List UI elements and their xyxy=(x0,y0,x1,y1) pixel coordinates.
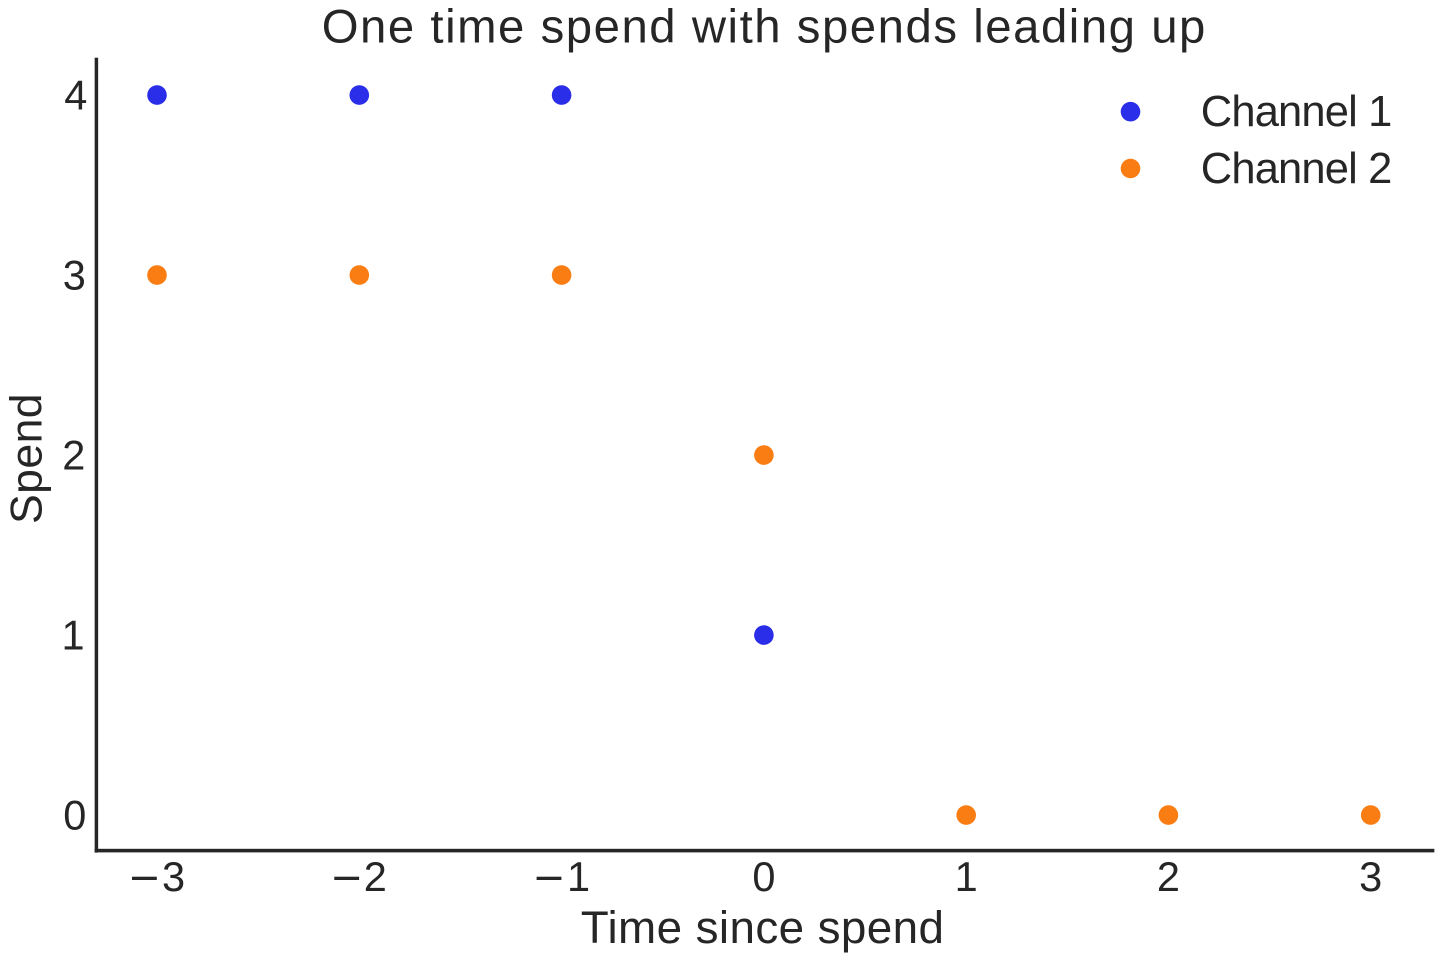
svg-text:Spend: Spend xyxy=(3,393,52,524)
svg-text:3: 3 xyxy=(162,853,185,900)
svg-text:1: 1 xyxy=(955,853,978,900)
svg-text:Channel 1: Channel 1 xyxy=(1201,88,1392,136)
svg-text:3: 3 xyxy=(1359,853,1382,900)
svg-text:2: 2 xyxy=(62,432,85,479)
svg-text:0: 0 xyxy=(63,792,86,839)
svg-text:Time since spend: Time since spend xyxy=(581,902,945,953)
svg-text:3: 3 xyxy=(63,252,86,299)
svg-text:2: 2 xyxy=(1157,853,1180,900)
svg-text:0: 0 xyxy=(752,853,775,900)
svg-text:4: 4 xyxy=(64,72,87,119)
svg-text:One time spend with spends lea: One time spend with spends leading up xyxy=(322,0,1207,53)
svg-text:Channel 2: Channel 2 xyxy=(1201,145,1392,193)
svg-text:1: 1 xyxy=(567,853,590,900)
svg-text:2: 2 xyxy=(364,853,387,900)
svg-text:1: 1 xyxy=(62,612,85,659)
